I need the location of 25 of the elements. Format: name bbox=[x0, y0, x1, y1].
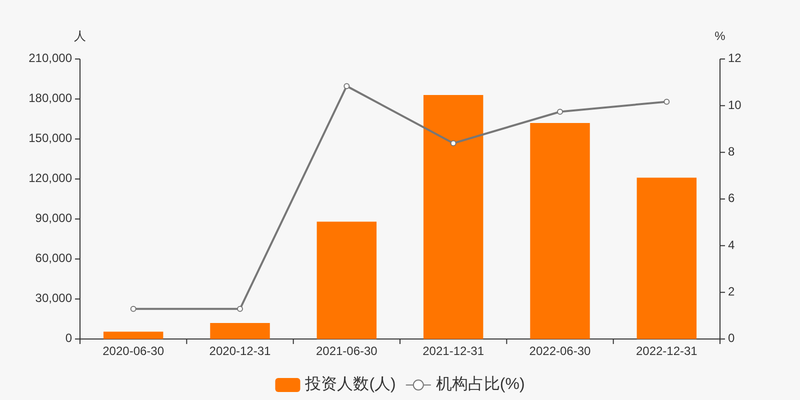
legend-label: 投资人数(人) bbox=[304, 375, 396, 394]
y2-tick-label: 4 bbox=[728, 238, 735, 252]
x-tick-label: 2022-12-31 bbox=[636, 344, 698, 358]
y-tick-label: 180,000 bbox=[28, 91, 72, 106]
y2-axis-title: % bbox=[714, 29, 726, 44]
y-tick-label: 210,000 bbox=[28, 51, 72, 66]
x-tick-label: 2021-12-31 bbox=[422, 344, 484, 358]
y-tick-label: 120,000 bbox=[28, 171, 72, 186]
x-tick-label: 2020-06-30 bbox=[102, 344, 164, 358]
y2-tick-label: 12 bbox=[728, 51, 742, 66]
y2-tick-label: 0 bbox=[728, 331, 735, 346]
legend-label: 机构占比(%) bbox=[436, 375, 525, 394]
y2-tick-label: 6 bbox=[728, 191, 735, 206]
x-tick-label: 2021-06-30 bbox=[316, 344, 378, 358]
y-tick-label: 30,000 bbox=[35, 291, 72, 306]
y2-tick-label: 2 bbox=[728, 284, 735, 299]
y2-tick-label: 10 bbox=[728, 98, 742, 112]
y-axis-title: 人 bbox=[74, 29, 86, 44]
x-tick-label: 2022-06-30 bbox=[529, 344, 592, 358]
y-tick-label: 60,000 bbox=[35, 251, 72, 266]
x-tick-label: 2020-12-31 bbox=[209, 344, 272, 358]
y-tick-label: 90,000 bbox=[35, 211, 72, 226]
y2-tick-label: 8 bbox=[728, 144, 735, 159]
y-tick-label: 150,000 bbox=[28, 131, 72, 146]
y-tick-label: 0 bbox=[65, 331, 72, 346]
